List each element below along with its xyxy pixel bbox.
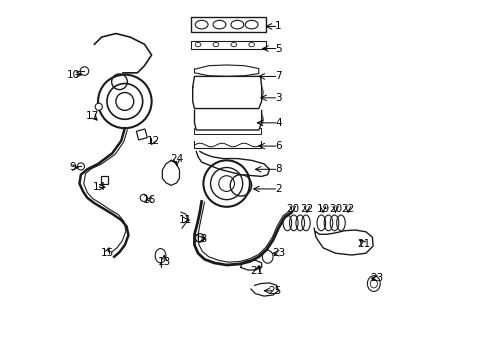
Text: 3: 3: [275, 93, 281, 103]
Ellipse shape: [218, 176, 234, 192]
Polygon shape: [250, 283, 278, 296]
Ellipse shape: [244, 20, 258, 29]
Polygon shape: [313, 228, 372, 255]
Ellipse shape: [195, 234, 203, 242]
Ellipse shape: [116, 93, 134, 111]
Text: 11: 11: [179, 215, 192, 225]
Text: 8: 8: [275, 164, 281, 174]
Text: 22: 22: [300, 203, 313, 213]
Text: 22: 22: [341, 203, 354, 213]
Ellipse shape: [95, 103, 102, 111]
Text: 24: 24: [170, 154, 183, 163]
Text: 15: 15: [100, 248, 113, 258]
Text: 12: 12: [146, 136, 160, 146]
Text: 13: 13: [157, 257, 170, 267]
Text: 1: 1: [275, 21, 281, 31]
Ellipse shape: [230, 20, 244, 29]
Ellipse shape: [140, 194, 147, 202]
Ellipse shape: [213, 20, 225, 29]
Bar: [136, 129, 147, 140]
Text: 14: 14: [93, 182, 106, 192]
Bar: [190, 18, 265, 32]
Polygon shape: [194, 65, 258, 76]
Ellipse shape: [195, 20, 207, 29]
Text: 16: 16: [143, 195, 156, 204]
Text: 10: 10: [66, 69, 80, 80]
Text: 20: 20: [328, 203, 342, 213]
Text: 25: 25: [268, 286, 281, 296]
Bar: [190, 41, 265, 49]
Text: 2: 2: [275, 184, 281, 194]
Ellipse shape: [80, 67, 88, 75]
Text: 5: 5: [275, 44, 281, 54]
Text: 9: 9: [70, 162, 76, 172]
Text: 21: 21: [250, 266, 263, 276]
Ellipse shape: [366, 276, 380, 292]
Ellipse shape: [98, 75, 151, 128]
Polygon shape: [162, 160, 179, 185]
Ellipse shape: [203, 160, 249, 207]
Text: 23: 23: [369, 273, 383, 283]
Polygon shape: [194, 111, 261, 130]
Text: 4: 4: [275, 118, 281, 128]
Polygon shape: [192, 76, 261, 109]
Bar: [101, 176, 108, 184]
Text: 21: 21: [357, 239, 370, 249]
Polygon shape: [241, 260, 261, 270]
Text: 6: 6: [275, 141, 281, 151]
Ellipse shape: [77, 163, 84, 170]
Text: 7: 7: [275, 71, 281, 81]
Text: 23: 23: [271, 248, 285, 258]
Text: 19: 19: [316, 203, 329, 213]
Ellipse shape: [262, 250, 272, 263]
Text: 18: 18: [195, 234, 208, 244]
Text: 20: 20: [285, 203, 299, 213]
Bar: [194, 128, 260, 134]
Text: 17: 17: [86, 111, 99, 121]
